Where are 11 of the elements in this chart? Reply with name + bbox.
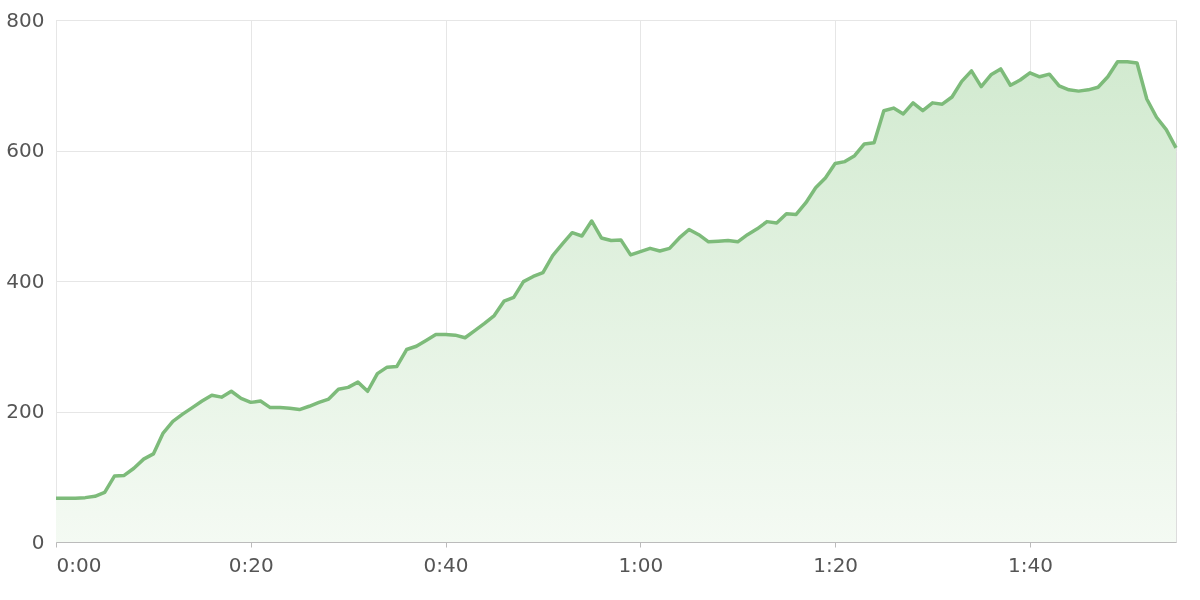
x-tick-label: 1:40 bbox=[1007, 552, 1053, 577]
y-tick-label: 200 bbox=[6, 399, 45, 423]
x-tick-label: 0:40 bbox=[423, 552, 469, 577]
x-tick-label: 1:20 bbox=[813, 552, 859, 577]
x-tick-label: 0:20 bbox=[228, 552, 274, 577]
x-tick-label: 1:00 bbox=[618, 552, 664, 577]
x-tick-label: 0:00 bbox=[56, 552, 102, 577]
y-tick-label: 800 bbox=[6, 7, 45, 32]
y-tick-label: 0 bbox=[31, 529, 45, 554]
y-tick-label: 600 bbox=[6, 138, 45, 162]
y-tick-label: 400 bbox=[6, 268, 45, 293]
